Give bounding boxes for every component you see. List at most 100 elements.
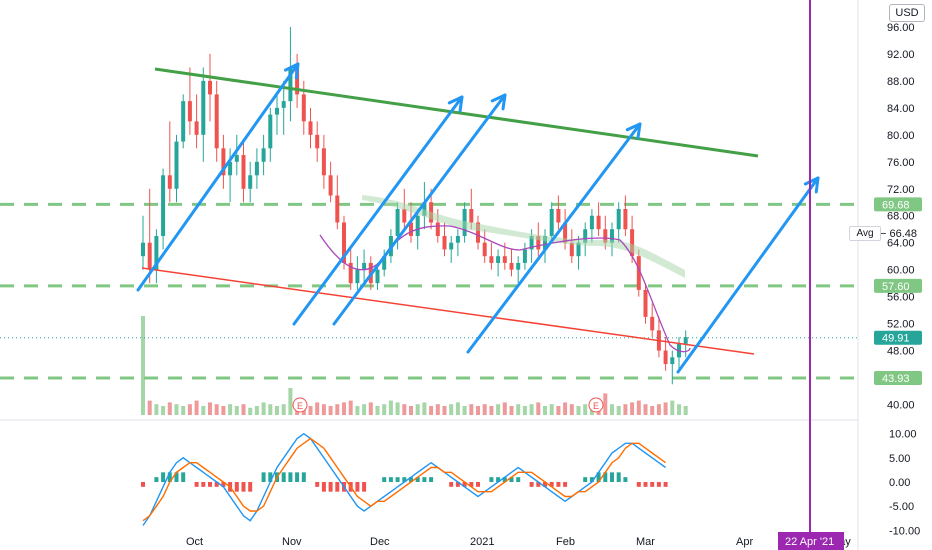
candle-body [455,235,460,243]
grid-lines [0,0,859,550]
volume-bar [328,406,333,415]
candle-body [402,209,407,223]
macd-tick-label: 0.00 [889,477,910,489]
y-axis: 96.00 92.00 88.00 84.00 80.00 76.00 72.00 68.00… [874,22,922,537]
candle-body [355,269,360,284]
volume-bar [147,400,152,415]
candle-body [342,222,346,263]
earnings-marker [588,397,604,413]
candle-body [167,175,172,189]
macd-histogram-bar [422,477,427,482]
candle-body [549,209,554,236]
macd-histogram-bar [462,482,467,487]
volume-bar [362,404,367,415]
macd-histogram-bar [455,482,460,487]
candle-body [670,357,675,365]
volume-bar [683,406,688,415]
volume-bar [268,404,273,415]
volume-bar [174,404,179,415]
macd-histogram-bar [589,477,594,482]
candle-body [496,256,501,263]
candle-body [234,155,239,162]
macd-histogram-bar [549,482,554,487]
x-tick-label: Apr [736,536,753,548]
y-tick-label: 72.00 [887,184,915,196]
volume-bar [476,406,480,415]
vline-date-badge: 22 Apr '21 [785,536,834,548]
candle-body [529,235,534,250]
candle-body [556,209,561,223]
currency-button[interactable]: USD [889,4,925,22]
volume-bar [348,400,353,415]
earnings-marker [292,397,308,413]
x-tick-label: Feb [556,536,575,548]
ema-cloud [362,195,685,278]
volume-bar [167,402,172,415]
volume-bar [462,406,467,415]
macd-histogram-bar [208,482,212,487]
candle-body [161,175,166,236]
candle-body [469,209,474,223]
volume-bar [435,404,440,415]
candle-body [435,222,440,236]
candle-body [409,222,413,236]
candle-body [516,262,521,270]
volume-bar [154,404,159,415]
candle-body [630,229,635,257]
macd-histogram-bar [388,477,393,482]
macd-histogram-bar [536,482,541,487]
candle-body [281,101,286,108]
level-price-badge: 43.93 [882,373,910,385]
level-price-badge-bg [874,278,922,293]
volume-bar [576,406,581,415]
candle-body [610,229,614,243]
y-tick-label: 68.00 [887,211,915,223]
macd-histogram-bar [181,472,186,482]
macd-histogram-bar [268,472,273,482]
level-price-badge: 57.60 [882,281,910,293]
x-tick-label: Nov [282,536,302,548]
candle-body [623,209,628,230]
volume-bar [656,404,661,415]
avg-label: Avg [849,226,881,241]
candle-body [636,256,641,290]
volume-bar [489,406,494,415]
y-tick-label: 64.00 [887,238,915,250]
candle-body [295,67,300,95]
candle-body [315,134,320,149]
volume-bar [549,404,554,415]
candle-body [214,94,219,149]
candle-body [650,316,655,331]
macd-histogram-bar [409,477,413,482]
macd-histogram-bar [402,477,407,482]
candle-body [308,121,313,135]
macd-histogram-bar [201,482,206,487]
macd-histogram-bar [469,482,474,487]
blue-arrow-head [625,122,642,140]
level-price-badge: 69.68 [882,199,910,211]
macd-histogram-bar [636,482,641,487]
level-price-badge-bg [874,197,922,212]
blue-arrow-head [490,93,507,111]
volume-bar [663,402,668,415]
volume-bar [422,402,427,415]
volume-bar [643,404,648,415]
macd-histogram-bar [241,482,246,492]
volume-bar [522,406,527,415]
candle-body [288,67,293,102]
volume-bar [141,316,145,415]
volume-bar [677,404,681,415]
candle-body [616,209,621,230]
candle-body [395,209,400,236]
candle-body [181,101,186,142]
candle-body [382,256,387,270]
macd-histogram-bar [161,472,166,482]
volume-bar [469,404,474,415]
volume-bar [529,404,534,415]
volume-bar [181,406,186,415]
macd-histogram-bar [214,482,219,487]
macd-histogram-bar [315,482,320,487]
candle-body [482,242,487,257]
